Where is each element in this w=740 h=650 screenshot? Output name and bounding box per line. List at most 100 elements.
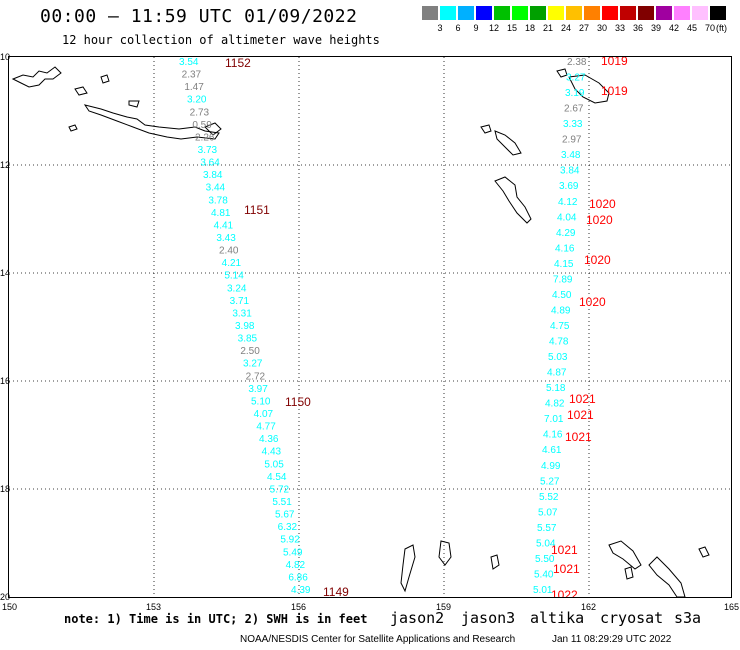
wave-height-value: 3.69 — [559, 181, 579, 192]
lon-label-159: 159 — [436, 602, 452, 612]
wave-height-value: 4.41 — [214, 220, 234, 231]
wave-height-value: 0.59 — [192, 120, 212, 131]
wave-height-value: 3.84 — [203, 170, 223, 181]
wave-height-value: 5.57 — [537, 523, 557, 534]
wave-height-value: 6.86 — [288, 572, 308, 583]
scale-unit: (ft) — [716, 23, 727, 33]
scale-swatch — [584, 6, 600, 20]
pass-time-label: 1020 — [586, 213, 613, 227]
scale-label: 18 — [524, 23, 535, 33]
wave-height-value: 3.64 — [200, 158, 220, 169]
wave-height-value: 4.89 — [551, 305, 571, 316]
wave-height-value: 4.16 — [543, 430, 563, 441]
satellite-label-jason2: jason2 — [390, 609, 445, 627]
satellite-label-altika: altika — [530, 609, 585, 627]
scale-swatch — [512, 6, 528, 20]
wave-height-value: 4.07 — [254, 409, 274, 420]
island-outline — [480, 124, 492, 134]
satellite-label-jason3: jason3 — [461, 609, 516, 627]
pass-time-label: 1021 — [567, 408, 594, 422]
lon-label-156: 156 — [291, 602, 307, 612]
wave-height-value: 5.51 — [272, 497, 292, 508]
wave-height-value: 2.38 — [567, 57, 587, 68]
wave-height-value: 1.47 — [184, 82, 204, 93]
wave-height-value: 5.10 — [251, 396, 271, 407]
lat-label-10: 10 — [0, 52, 11, 62]
wave-height-value: 5.72 — [270, 484, 290, 495]
footer-note: note: 1) Time is in UTC; 2) SWH is in fe… — [64, 612, 368, 626]
wave-height-value: 2.26 — [195, 132, 215, 143]
scale-swatch — [710, 6, 726, 20]
wave-height-value: 3.27 — [566, 73, 586, 84]
scale-label: 36 — [632, 23, 643, 33]
island-outline — [83, 104, 220, 140]
island-outline — [490, 554, 500, 570]
wave-height-value: 4.61 — [542, 445, 562, 456]
scale-swatch — [422, 6, 438, 20]
wave-height-value: 3.20 — [187, 95, 207, 106]
wave-height-value: 4.04 — [557, 212, 577, 223]
scale-swatch — [620, 6, 636, 20]
wave-height-value: 2.40 — [219, 246, 239, 257]
page-title: 00:00 – 11:59 UTC 01/09/2022 — [40, 6, 358, 27]
wave-height-value: 3.54 — [179, 57, 199, 68]
pass-time-label: 1019 — [601, 57, 628, 68]
wave-height-value: 2.72 — [246, 371, 266, 382]
island-outline — [608, 540, 642, 570]
wave-height-value: 5.49 — [283, 547, 303, 558]
wave-height-value: 4.29 — [556, 228, 576, 239]
island-outline — [74, 86, 88, 96]
island-outline — [128, 100, 140, 108]
wave-height-value: 5.14 — [224, 271, 244, 282]
wave-height-value: 3.31 — [232, 308, 252, 319]
lat-label-18: 18 — [0, 484, 11, 494]
pass-time-label: 1022 — [551, 588, 578, 597]
wave-height-value: 5.07 — [538, 507, 558, 518]
altimeter-track-east: 2.38 3.27 3.19 2.67 3.33 2.97 3.48 3.84 3.69 4.12… — [533, 57, 587, 596]
scale-label: 24 — [560, 23, 571, 33]
wave-height-value: 4.87 — [547, 368, 567, 379]
wave-height-value: 4.75 — [550, 321, 570, 332]
lat-label-12: 12 — [0, 160, 11, 170]
wave-height-value: 3.19 — [565, 88, 585, 99]
wave-height-value: 3.44 — [206, 183, 226, 194]
scale-label: 30 — [596, 23, 607, 33]
scale-swatch — [548, 6, 564, 20]
wave-height-value: 7.89 — [553, 274, 573, 285]
pass-time-label: 1021 — [551, 543, 578, 557]
island-outline — [556, 68, 568, 78]
wave-height-value: 6.32 — [278, 522, 298, 533]
wave-height-value: 4.82 — [545, 399, 565, 410]
scale-swatch — [602, 6, 618, 20]
wave-height-value: 5.40 — [534, 569, 554, 580]
wave-height-value: 3.97 — [248, 384, 268, 395]
lon-label-150: 150 — [2, 602, 18, 612]
lat-label-16: 16 — [0, 376, 11, 386]
lon-label-162: 162 — [581, 602, 597, 612]
scale-swatch — [638, 6, 654, 20]
wave-height-value: 4.39 — [291, 585, 311, 596]
scale-swatch — [440, 6, 456, 20]
wave-height-value: 5.67 — [275, 510, 295, 521]
wave-height-value: 5.52 — [539, 492, 559, 503]
wave-height-value: 4.82 — [286, 560, 306, 571]
island-outline — [100, 74, 110, 84]
wave-height-value: 4.81 — [211, 208, 231, 219]
island-outline — [698, 546, 710, 558]
wave-height-value: 4.36 — [259, 434, 279, 445]
scale-swatch — [530, 6, 546, 20]
pass-time-label: 1149 — [323, 585, 349, 597]
pass-time-label: 1020 — [589, 197, 616, 211]
wave-height-value: 4.54 — [267, 472, 287, 483]
wave-height-value: 4.99 — [541, 461, 561, 472]
scale-swatch — [476, 6, 492, 20]
scale-label: 27 — [578, 23, 589, 33]
wave-height-value: 5.01 — [533, 585, 553, 596]
scale-swatch — [458, 6, 474, 20]
wave-height-value: 5.92 — [280, 535, 300, 546]
wave-height-value: 5.05 — [264, 459, 284, 470]
scale-label: 33 — [614, 23, 625, 33]
pass-time-labels: 1152 1151 1150 1149 1019 1019 1020 1020 1020 1020… — [225, 54, 628, 602]
pass-time-label: 1021 — [553, 562, 580, 576]
wave-height-value: 3.43 — [216, 233, 236, 244]
